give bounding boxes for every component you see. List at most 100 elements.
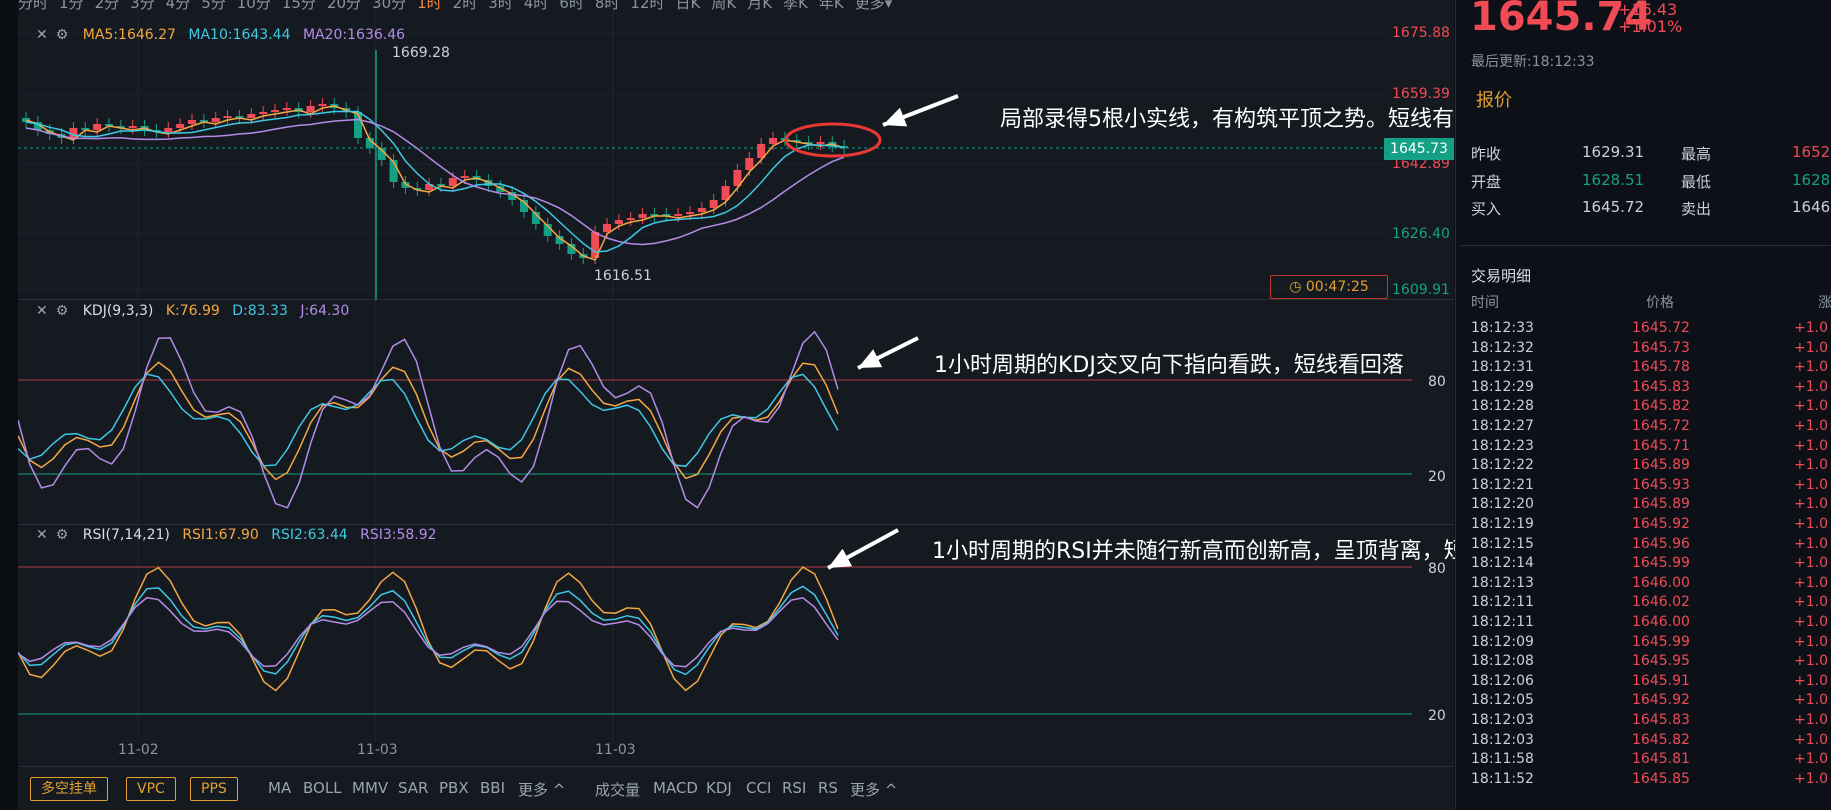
period-tab[interactable]: 3分: [130, 0, 155, 12]
trade-change: +1.0: [1794, 731, 1828, 748]
trade-time: 18:11:52: [1471, 770, 1534, 787]
trade-row: 18:12:06 1645.91 +1.0: [1456, 673, 1831, 693]
trade-row: 18:12:11 1646.02 +1.0: [1456, 594, 1831, 614]
indicator-sar[interactable]: SAR: [398, 779, 429, 797]
indicator-volume[interactable]: 成交量: [595, 781, 641, 799]
trade-row: 18:12:27 1645.72 +1.0: [1456, 418, 1831, 438]
trade-time: 18:12:13: [1471, 574, 1534, 591]
period-tab[interactable]: 季K: [783, 0, 808, 12]
kdj-d: D:83.33: [232, 303, 288, 319]
period-tab[interactable]: 15分: [281, 0, 316, 12]
x-tick: 11-03: [595, 742, 636, 758]
period-tab[interactable]: 更多▾: [854, 0, 893, 12]
quote-panel: 1645.74 +16.43 +1.01% 最后更新:18:12:33 报价 昨…: [1455, 0, 1831, 809]
indicator-macd[interactable]: MACD: [653, 779, 698, 797]
period-tab[interactable]: 分时: [18, 0, 49, 12]
period-tab[interactable]: 2分: [94, 0, 120, 12]
trade-row: 18:12:21 1645.93 +1.0: [1456, 477, 1831, 497]
gear-icon[interactable]: ⚙: [55, 27, 69, 43]
trade-row: 18:12:32 1645.73 +1.0: [1456, 340, 1831, 360]
ma20-value: MA20:1636.46: [302, 27, 406, 43]
quote-value: 1646.: [1792, 198, 1831, 216]
quote-label: 买入: [1471, 200, 1502, 218]
more-main-indicators[interactable]: 更多 ^: [518, 781, 566, 799]
price-axis-label: 1642.89: [1392, 156, 1450, 172]
candle-body: [437, 184, 445, 186]
indicator-pbx[interactable]: PBX: [439, 779, 469, 797]
long-short-orders-button[interactable]: 多空挂单: [30, 777, 108, 801]
trade-price: 1645.95: [1632, 653, 1690, 670]
candle-body: [271, 110, 279, 112]
trade-row: 18:12:23 1645.71 +1.0: [1456, 438, 1831, 458]
trade-price: 1645.92: [1632, 692, 1690, 709]
candle-body: [626, 218, 635, 220]
trade-time: 18:12:15: [1471, 535, 1534, 552]
period-tab[interactable]: 日K: [675, 0, 701, 12]
trade-change: +1.0: [1794, 535, 1828, 552]
candle-body: [223, 116, 232, 118]
indicator-rs[interactable]: RS: [818, 779, 838, 797]
candle-body: [614, 220, 623, 224]
period-tab[interactable]: 4时: [523, 0, 549, 12]
period-tab[interactable]: 月K: [747, 0, 773, 12]
candle-body: [674, 214, 683, 216]
period-tab[interactable]: 年K: [818, 0, 844, 12]
last-price: 1645.74: [1470, 0, 1653, 40]
period-tab[interactable]: 20分: [326, 0, 362, 12]
close-icon[interactable]: ✕: [36, 27, 48, 43]
indicator-ma[interactable]: MA: [268, 779, 292, 797]
period-tab[interactable]: 3时: [488, 0, 513, 12]
trade-change: +1.0: [1794, 712, 1828, 728]
period-tab[interactable]: 2时: [452, 0, 478, 12]
high-label: 1669.28: [392, 45, 450, 61]
indicator-boll[interactable]: BOLL: [303, 779, 342, 797]
indicator-rsi[interactable]: RSI: [782, 779, 807, 797]
trade-time: 18:12:06: [1471, 672, 1534, 689]
period-tab[interactable]: 周K: [711, 0, 737, 12]
kdj-legend: ✕ ⚙ KDJ(9,3,3) K:76.99 D:83.33 J:64.30: [36, 303, 357, 319]
kdj-k: K:76.99: [165, 303, 220, 319]
indicator-bbi[interactable]: BBI: [480, 779, 506, 797]
candle-body: [401, 182, 410, 188]
candle-body: [425, 184, 434, 190]
quote-value: 1629.31: [1582, 143, 1645, 161]
gear-icon[interactable]: ⚙: [55, 527, 69, 543]
trade-time: 18:12:28: [1471, 398, 1534, 415]
period-tab[interactable]: 8时: [594, 0, 620, 12]
period-tab[interactable]: 1时: [417, 0, 442, 12]
candle-body: [745, 158, 754, 170]
indicator-mmv[interactable]: MMV: [352, 779, 389, 797]
kdj-k-line: [18, 361, 839, 481]
close-icon[interactable]: ✕: [36, 527, 48, 543]
trade-price: 1645.82: [1632, 398, 1690, 415]
close-icon[interactable]: ✕: [36, 303, 48, 319]
period-tab[interactable]: 10分: [236, 0, 271, 12]
period-tab[interactable]: 5分: [201, 0, 226, 12]
period-tab[interactable]: 30分: [372, 0, 407, 12]
chart-area[interactable]: [18, 0, 1454, 809]
pps-button[interactable]: PPS: [190, 777, 238, 801]
trade-change: +1.0: [1794, 496, 1828, 513]
candle-body: [176, 124, 185, 128]
ma10-line: [25, 110, 845, 253]
indicator-cci[interactable]: CCI: [746, 779, 772, 797]
price-axis-label: 1675.88: [1392, 25, 1450, 41]
period-tab[interactable]: 12时: [630, 0, 665, 12]
period-tab[interactable]: 6时: [559, 0, 584, 12]
last-updated: 最后更新:18:12:33: [1471, 54, 1595, 70]
gear-icon[interactable]: ⚙: [55, 303, 69, 319]
candle-body: [69, 128, 78, 138]
period-tab[interactable]: 1分: [59, 0, 84, 12]
kdj-level-20: 20: [1428, 469, 1446, 485]
period-tab[interactable]: 4分: [165, 0, 191, 12]
trade-row: 18:12:15 1645.96 +1.0: [1456, 536, 1831, 556]
candle-body: [93, 124, 102, 130]
chart-canvas[interactable]: [18, 0, 1454, 766]
candle-body: [757, 144, 766, 158]
trade-price: 1645.96: [1632, 535, 1690, 552]
trade-change: +1.0: [1794, 437, 1828, 454]
vpc-button[interactable]: VPC: [126, 777, 176, 801]
more-sub-indicators[interactable]: 更多 ^: [850, 781, 898, 799]
indicator-kdj[interactable]: KDJ: [706, 779, 732, 797]
trade-price: 1645.89: [1632, 496, 1690, 513]
